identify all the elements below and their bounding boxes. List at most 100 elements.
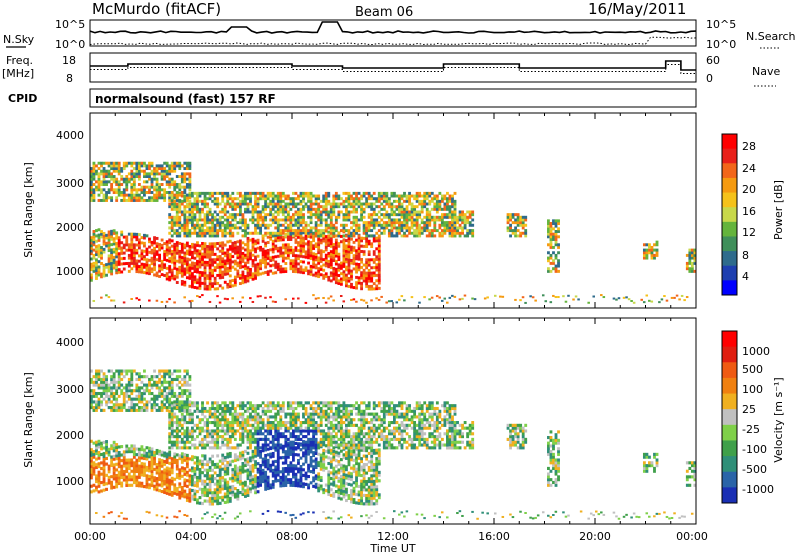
range-gate-cell (234, 432, 237, 435)
range-gate-cell (183, 199, 186, 202)
range-gate-cell (173, 452, 176, 455)
range-gate-cell (98, 194, 101, 197)
range-gate-cell (300, 265, 303, 268)
range-gate-cell (98, 265, 101, 268)
range-gate-cell (93, 450, 96, 453)
range-gate-cell (380, 296, 383, 298)
range-gate-cell (242, 213, 245, 216)
range-gate-cell (370, 299, 373, 301)
range-gate-cell (133, 257, 136, 260)
range-gate-cell (441, 195, 444, 198)
range-gate-cell (441, 300, 444, 302)
range-gate-cell (552, 251, 555, 254)
range-gate-cell (433, 226, 436, 229)
range-gate-cell (125, 372, 128, 375)
range-gate-cell (332, 200, 335, 203)
range-gate-cell (183, 481, 186, 484)
range-gate-cell (194, 226, 197, 229)
range-gate-cell (103, 461, 106, 464)
range-gate-cell (110, 248, 113, 251)
range-gate-cell (348, 253, 351, 256)
power-ytick: 4000 (56, 129, 84, 142)
range-gate-cell (133, 249, 136, 252)
range-gate-cell (512, 216, 515, 219)
range-gate-cell (201, 502, 204, 505)
range-gate-cell (249, 203, 252, 206)
range-gate-cell (648, 243, 651, 246)
range-gate-cell (401, 203, 404, 206)
range-gate-cell (317, 211, 320, 214)
range-gate-cell (153, 375, 156, 378)
range-gate-cell (108, 265, 111, 268)
range-gate-cell (206, 463, 209, 466)
range-gate-cell (138, 260, 141, 263)
range-gate-cell (239, 457, 242, 460)
range-gate-cell (416, 229, 419, 232)
range-gate-cell (146, 457, 149, 460)
range-gate-cell (151, 257, 154, 260)
range-gate-cell (358, 205, 361, 208)
range-gate-cell (141, 400, 144, 403)
range-gate-cell (464, 234, 467, 237)
range-gate-cell (181, 413, 184, 416)
range-gate-cell (186, 194, 189, 197)
range-gate-cell (272, 240, 275, 243)
range-gate-cell (226, 218, 229, 221)
range-gate-cell (302, 271, 305, 274)
range-gate-cell (141, 162, 144, 165)
range-gate-cell (118, 375, 121, 378)
range-gate-cell (214, 242, 217, 245)
range-gate-cell (181, 432, 184, 435)
range-gate-cell (199, 200, 202, 203)
range-gate-cell (231, 200, 234, 203)
range-gate-cell (214, 401, 217, 404)
range-gate-cell (196, 424, 199, 427)
range-gate-cell (151, 478, 154, 481)
range-gate-cell (105, 175, 108, 178)
range-gate-cell (108, 249, 111, 252)
range-gate-cell (178, 203, 181, 206)
range-gate-cell (446, 197, 449, 200)
range-gate-cell (183, 273, 186, 276)
range-gate-cell (663, 295, 666, 297)
range-gate-cell (320, 216, 323, 219)
range-gate-cell (686, 265, 689, 268)
range-gate-cell (547, 251, 550, 254)
range-gate-cell (375, 224, 378, 227)
range-gate-cell (312, 239, 315, 242)
range-gate-cell (188, 277, 191, 280)
range-gate-cell (113, 444, 116, 447)
range-gate-cell (383, 192, 386, 195)
range-gate-cell (173, 443, 176, 446)
range-gate-cell (226, 407, 229, 410)
range-gate-cell (168, 400, 171, 403)
range-gate-cell (239, 415, 242, 418)
range-gate-cell (186, 474, 189, 477)
range-gate-cell (118, 471, 121, 474)
range-gate-cell (168, 257, 171, 260)
range-gate-cell (421, 211, 424, 214)
range-gate-cell (188, 218, 191, 221)
range-gate-cell (186, 221, 189, 224)
range-gate-cell (93, 254, 96, 257)
range-gate-cell (186, 167, 189, 170)
range-gate-cell (158, 392, 161, 395)
range-gate-cell (317, 216, 320, 219)
range-gate-cell (108, 230, 111, 233)
range-gate-cell (128, 386, 131, 389)
range-gate-cell (216, 482, 219, 485)
range-gate-cell (383, 213, 386, 216)
range-gate-cell (178, 485, 181, 488)
range-gate-cell (390, 205, 393, 208)
range-gate-cell (320, 241, 323, 244)
range-gate-cell (110, 270, 113, 273)
range-gate-cell (368, 197, 371, 200)
range-gate-cell (166, 180, 169, 183)
range-gate-cell (98, 255, 101, 258)
range-gate-cell (572, 299, 575, 301)
range-gate-cell (242, 200, 245, 203)
range-gate-cell (191, 469, 194, 472)
range-gate-cell (438, 205, 441, 208)
range-gate-cell (396, 218, 399, 221)
range-gate-cell (118, 162, 121, 165)
